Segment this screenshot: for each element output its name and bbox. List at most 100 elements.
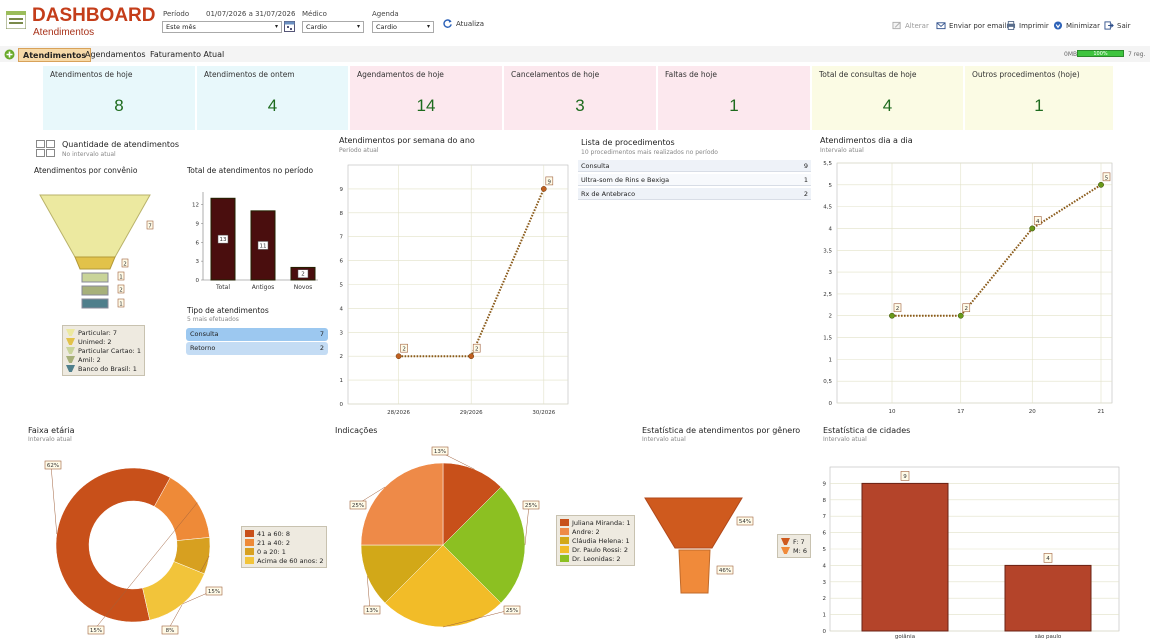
data-label: 2 <box>896 306 900 312</box>
data-point <box>540 186 547 192</box>
periodo-range: 01/07/2026 a 31/07/2026 <box>206 10 296 18</box>
kpi-label: Atendimentos de ontem <box>204 70 295 79</box>
legend-label: Unimed: 2 <box>78 337 112 346</box>
alterar-button[interactable]: Alterar <box>892 21 929 30</box>
data-label-box <box>363 605 381 615</box>
data-label-box <box>297 269 309 278</box>
x-tick-label: 28/2026 <box>387 410 410 416</box>
kpi-label: Agendamentos de hoje <box>357 70 444 79</box>
y-tick-label: 5,5 <box>823 161 832 167</box>
calendar-icon[interactable] <box>284 20 295 32</box>
kpi-value: 4 <box>882 96 893 115</box>
data-label-box <box>217 234 229 244</box>
kpi-card: Faltas de hoje 1 <box>658 66 810 130</box>
imprimir-button[interactable]: Imprimir <box>1006 21 1049 30</box>
cidades-subtitle: Intervalo atual <box>823 436 867 443</box>
legend-item: Banco do Brasil: 1 <box>66 364 141 373</box>
data-point <box>1098 181 1104 188</box>
convenio-legend: Particular: 7 Unimed: 2 Particular Cartao:… <box>62 325 145 376</box>
data-label: 11 <box>260 243 267 249</box>
x-tick-label: 20 <box>1029 409 1036 415</box>
convenio-funnel-chart: 7 2 1 2 1 <box>39 194 154 309</box>
tab-faturamento[interactable]: Faturamento Atual <box>150 50 225 59</box>
table-row[interactable]: Ultra-som de Rins e Bexiga 1 <box>578 174 811 186</box>
minimizar-button[interactable]: Minimizar <box>1053 21 1100 30</box>
series-line <box>892 183 1102 317</box>
grid-icon <box>36 140 55 157</box>
medico-select[interactable]: Cardio ▾ <box>302 21 364 33</box>
y-tick-label: 12 <box>192 203 199 209</box>
tipo-row[interactable]: Retorno 2 <box>186 342 328 355</box>
legend-label: Particular Cartao: 1 <box>78 346 141 355</box>
kpi-value: 8 <box>114 96 124 115</box>
legend-item: Particular: 7 <box>66 328 141 337</box>
y-tick-label: 5 <box>823 547 827 553</box>
legend-item: Andre: 2 <box>560 527 631 536</box>
genero-subtitle: Intervalo atual <box>642 436 686 443</box>
legend-swatch <box>66 329 75 336</box>
kpi-value: 14 <box>416 96 436 115</box>
pie-slice <box>142 561 205 621</box>
legend-label: M: 6 <box>793 546 807 555</box>
legend-label: Banco do Brasil: 1 <box>78 364 137 373</box>
kpi-card: Atendimentos de ontem 4 <box>197 66 348 130</box>
agenda-select[interactable]: Cardio ▾ <box>372 21 434 33</box>
table-row[interactable]: Rx de Antebraco 2 <box>578 188 811 200</box>
data-label: 25% <box>525 503 537 509</box>
legend-item: Cláudia Helena: 1 <box>560 536 631 545</box>
data-label: 5 <box>1105 175 1109 181</box>
sair-button[interactable]: Sair <box>1104 21 1131 30</box>
minimize-icon <box>1053 21 1063 30</box>
data-label: 25% <box>506 608 518 614</box>
data-label: 25% <box>352 503 364 509</box>
kpi-card: Atendimentos de hoje 8 <box>43 66 195 130</box>
legend-swatch <box>66 338 75 345</box>
data-label-box <box>146 220 154 230</box>
agenda-value: Cardio <box>376 23 397 31</box>
tab-atendimentos[interactable]: Atendimentos <box>18 48 92 62</box>
y-tick-label: 0 <box>823 629 827 635</box>
kpi-label: Faltas de hoje <box>665 70 717 79</box>
legend-item: 21 a 40: 2 <box>245 538 323 547</box>
y-tick-label: 8 <box>340 211 344 217</box>
kpi-value: 4 <box>267 96 278 115</box>
data-label-box <box>1043 553 1053 563</box>
legend-swatch <box>245 539 254 546</box>
y-tick-label: 2 <box>823 596 827 602</box>
atualizar-button[interactable]: Atualiza <box>443 19 484 28</box>
data-point <box>468 353 475 360</box>
legend-item: Dr. Leonidas: 2 <box>560 554 631 563</box>
tab-bar <box>0 46 1150 62</box>
y-tick-label: 9 <box>823 481 827 487</box>
table-row[interactable]: Consulta 9 <box>578 160 811 172</box>
x-tick-label: são paulo <box>1035 634 1062 640</box>
medico-value: Cardio <box>306 23 327 31</box>
sair-label: Sair <box>1117 21 1131 30</box>
data-label: 2 <box>965 306 969 312</box>
qtd-title: Quantidade de atendimentos <box>62 140 180 149</box>
data-label: 2 <box>123 262 127 268</box>
y-tick-label: 8 <box>823 498 827 504</box>
email-icon <box>936 22 946 30</box>
data-label-box <box>349 500 367 510</box>
data-label-box <box>161 625 179 635</box>
data-label-box <box>522 500 540 510</box>
faixa-subtitle: Intervalo atual <box>28 436 72 443</box>
faixa-donut-chart: 62% 15% 8% 15% <box>44 460 223 635</box>
data-label-box <box>716 565 734 575</box>
y-tick-label: 2 <box>340 354 344 360</box>
page-subtitle: Atendimentos <box>33 27 95 38</box>
y-tick-label: 4 <box>823 563 827 569</box>
legend-label: 0 a 20: 1 <box>257 547 286 556</box>
kpi-label: Total de consultas de hoje <box>819 70 917 79</box>
periodo-select[interactable]: Este mês ▾ <box>162 21 282 33</box>
tipo-row[interactable]: Consulta 7 <box>186 328 328 341</box>
add-tab-icon[interactable] <box>4 49 15 60</box>
data-label-box <box>503 605 521 615</box>
legend-item: Dr. Paulo Rossi: 2 <box>560 545 631 554</box>
tab-agendamentos[interactable]: Agendamentos <box>85 50 146 59</box>
enviar-email-button[interactable]: Enviar por email <box>936 21 1006 30</box>
exit-icon <box>1104 21 1114 30</box>
legend-item: 41 a 60: 8 <box>245 529 323 538</box>
